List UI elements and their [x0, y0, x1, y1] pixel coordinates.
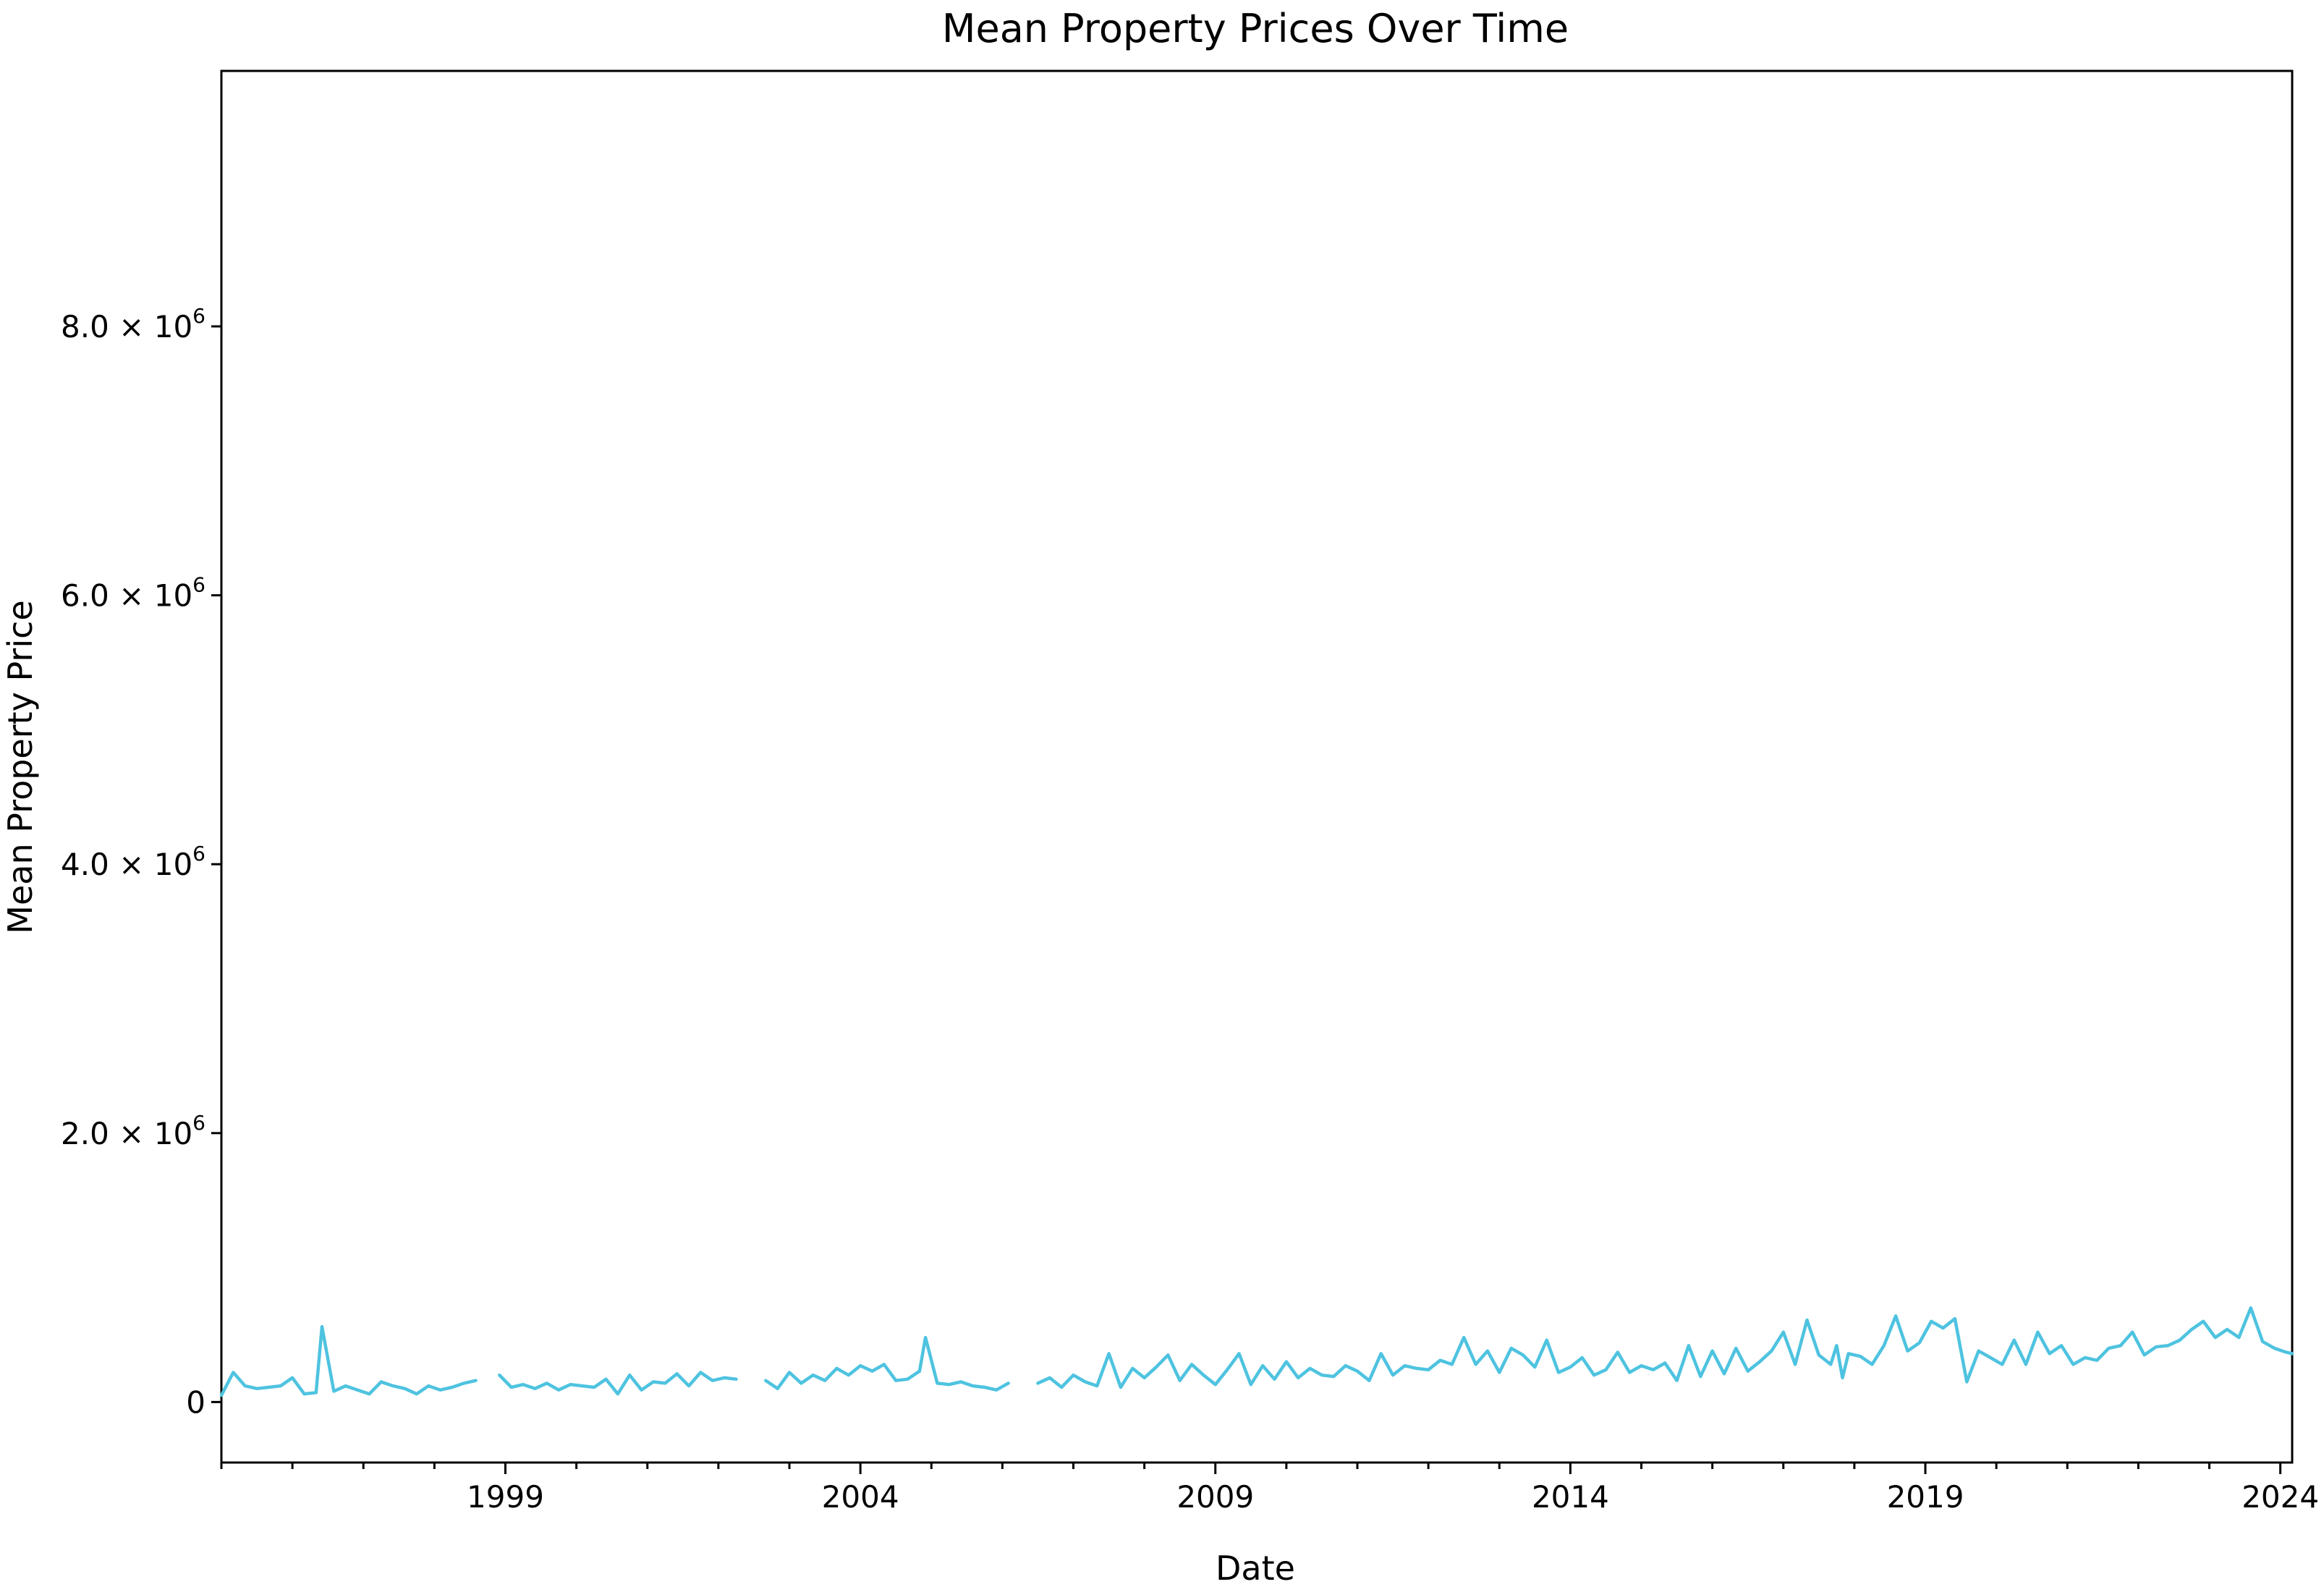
y-axis-ticks: 0 2.0 × 106 4.0 × 106 6.0 × 106 8.0 × 106: [61, 304, 221, 1420]
x-tick-label: 2004: [822, 1479, 899, 1515]
x-tick-label: 2024: [2242, 1479, 2319, 1515]
chart-title: Mean Property Prices Over Time: [942, 6, 1569, 51]
x-tick-label: 1999: [467, 1479, 544, 1515]
y-tick-label: 8.0 × 106: [61, 304, 205, 344]
x-axis-title: Date: [1216, 1549, 1295, 1587]
plot-frame: [220, 69, 2294, 1464]
x-tick-label: 2019: [1887, 1479, 1964, 1515]
y-tick-label: 2.0 × 106: [61, 1111, 205, 1151]
series-line-0: [219, 1306, 2294, 1397]
y-tick-label: 4.0 × 106: [61, 842, 205, 882]
x-tick-label: 2014: [1532, 1479, 1609, 1515]
y-axis-title: Mean Property Price: [1, 600, 40, 934]
series-lines: [219, 1306, 2294, 1397]
x-axis-ticks: 1999 2004 2009 2014 2019 2024: [220, 1463, 2319, 1515]
y-tick-label: 6.0 × 106: [61, 573, 205, 614]
x-tick-label: 2009: [1176, 1479, 1254, 1515]
y-tick-label: 0: [186, 1384, 205, 1420]
